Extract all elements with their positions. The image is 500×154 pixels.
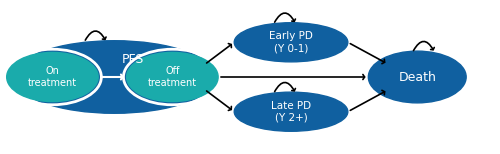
Text: Early PD
(Y 0-1): Early PD (Y 0-1) [269,31,313,53]
Text: On
treatment: On treatment [28,66,77,88]
Ellipse shape [234,23,348,62]
Text: PFS: PFS [122,53,144,66]
Text: Late PD
(Y 2+): Late PD (Y 2+) [271,101,311,123]
Ellipse shape [368,51,466,103]
Ellipse shape [14,41,215,113]
Text: Off
treatment: Off treatment [148,66,197,88]
Ellipse shape [126,52,218,102]
Text: Death: Death [398,71,436,83]
Ellipse shape [234,92,348,131]
Ellipse shape [6,52,98,102]
